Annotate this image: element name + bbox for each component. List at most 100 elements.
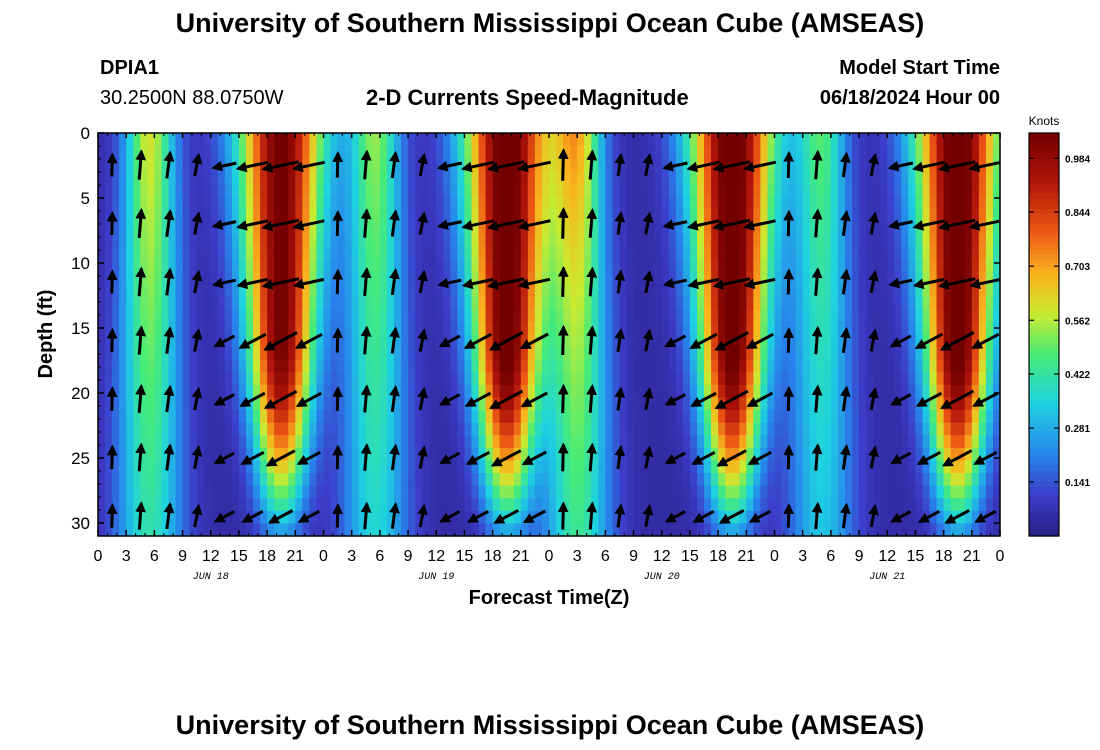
heatmap-cell	[563, 133, 571, 147]
current-vector-arrow	[417, 445, 428, 469]
heatmap-cell	[915, 460, 924, 474]
heatmap-cell	[450, 334, 458, 348]
heatmap-cell	[351, 258, 360, 273]
heatmap-cell	[605, 258, 614, 273]
heatmap-cell	[725, 359, 733, 373]
heatmap-cell	[816, 246, 825, 260]
heatmap-cell	[964, 359, 973, 373]
heatmap-cell	[253, 258, 261, 273]
current-vector-arrow	[191, 211, 203, 235]
heatmap-cell	[372, 384, 381, 399]
heatmap-cell	[182, 347, 191, 361]
heatmap-cell	[556, 258, 564, 273]
heatmap-cell	[894, 296, 902, 310]
heatmap-cell	[330, 258, 339, 273]
heatmap-cell	[133, 359, 141, 373]
heatmap-cell	[908, 195, 917, 210]
heatmap-cell	[866, 246, 874, 260]
heatmap-cell	[746, 170, 754, 184]
heatmap-cell	[260, 347, 268, 361]
current-vector-arrow	[614, 269, 626, 294]
y-tick-label: 20	[71, 384, 90, 403]
heatmap-cell	[499, 309, 508, 323]
heatmap-cell	[98, 485, 106, 499]
heatmap-cell	[647, 460, 656, 474]
heatmap-cell	[175, 170, 184, 184]
heatmap-cell	[774, 523, 783, 536]
heatmap-cell	[436, 170, 444, 184]
heatmap-cell	[443, 195, 451, 210]
heatmap-cell	[126, 510, 134, 524]
heatmap-cell	[288, 510, 296, 524]
heatmap-cell	[112, 145, 120, 159]
heatmap-cell	[175, 435, 184, 449]
heatmap-cell	[647, 195, 656, 210]
heatmap-cell	[527, 372, 536, 386]
heatmap-cell	[478, 271, 487, 285]
heatmap-cell	[612, 460, 621, 474]
heatmap-cell	[520, 246, 529, 260]
heatmap-cell	[696, 246, 705, 260]
heatmap-cell	[316, 334, 325, 348]
heatmap-cell	[119, 133, 127, 147]
heatmap-cell	[288, 498, 296, 512]
heatmap-cell	[612, 422, 621, 436]
heatmap-cell	[936, 321, 945, 336]
heatmap-cell	[556, 473, 564, 487]
heatmap-cell	[584, 523, 592, 536]
heatmap-cell	[689, 447, 698, 462]
heatmap-cell	[147, 473, 155, 487]
heatmap-cell	[971, 258, 980, 273]
heatmap-cell	[633, 473, 642, 487]
heatmap-cell	[696, 422, 705, 436]
heatmap-cell	[436, 221, 444, 235]
heatmap-cell	[443, 372, 451, 386]
heatmap-cell	[753, 258, 762, 273]
heatmap-cell	[823, 460, 832, 474]
heatmap-cell	[816, 372, 825, 386]
colorbar-segment	[1029, 415, 1059, 421]
current-vector-arrow	[586, 325, 598, 355]
heatmap-cell	[253, 133, 261, 147]
heatmap-cell	[605, 447, 614, 462]
heatmap-cell	[98, 359, 106, 373]
heatmap-cell	[224, 422, 233, 436]
heatmap-cell	[767, 133, 776, 147]
heatmap-cell	[823, 321, 832, 336]
current-vector-arrow	[240, 450, 265, 466]
heatmap-cell	[704, 347, 712, 361]
heatmap-cell	[725, 447, 733, 462]
heatmap-cell	[577, 347, 585, 361]
heatmap-cell	[238, 485, 247, 499]
heatmap-cell	[245, 246, 254, 260]
heatmap-cell	[253, 422, 261, 436]
heatmap-cell	[992, 460, 1000, 474]
heatmap-cell	[823, 498, 832, 512]
heatmap-cell	[795, 510, 804, 524]
heatmap-cell	[647, 510, 656, 524]
heatmap-cell	[696, 372, 705, 386]
heatmap-cell	[288, 145, 296, 159]
heatmap-cell	[168, 347, 177, 361]
heatmap-cell	[633, 384, 642, 399]
heatmap-cell	[915, 485, 924, 499]
heatmap-cell	[534, 422, 543, 436]
heatmap-cell	[591, 195, 599, 210]
heatmap-cell	[203, 195, 212, 210]
heatmap-cell	[957, 435, 966, 449]
current-vector-arrow	[642, 445, 654, 469]
heatmap-cell	[936, 460, 945, 474]
heatmap-cell	[795, 347, 804, 361]
heatmap-cell	[506, 195, 515, 210]
heatmap-cell	[809, 447, 818, 462]
heatmap-cell	[161, 473, 170, 487]
current-vector-arrow	[360, 501, 372, 530]
heatmap-cell	[260, 284, 268, 298]
heatmap-cell	[936, 296, 945, 310]
heatmap-cell	[915, 498, 924, 512]
heatmap-cell	[577, 258, 585, 273]
heatmap-cell	[584, 334, 592, 348]
heatmap-cell	[274, 447, 282, 462]
heatmap-cell	[844, 372, 853, 386]
heatmap-cell	[231, 233, 240, 247]
